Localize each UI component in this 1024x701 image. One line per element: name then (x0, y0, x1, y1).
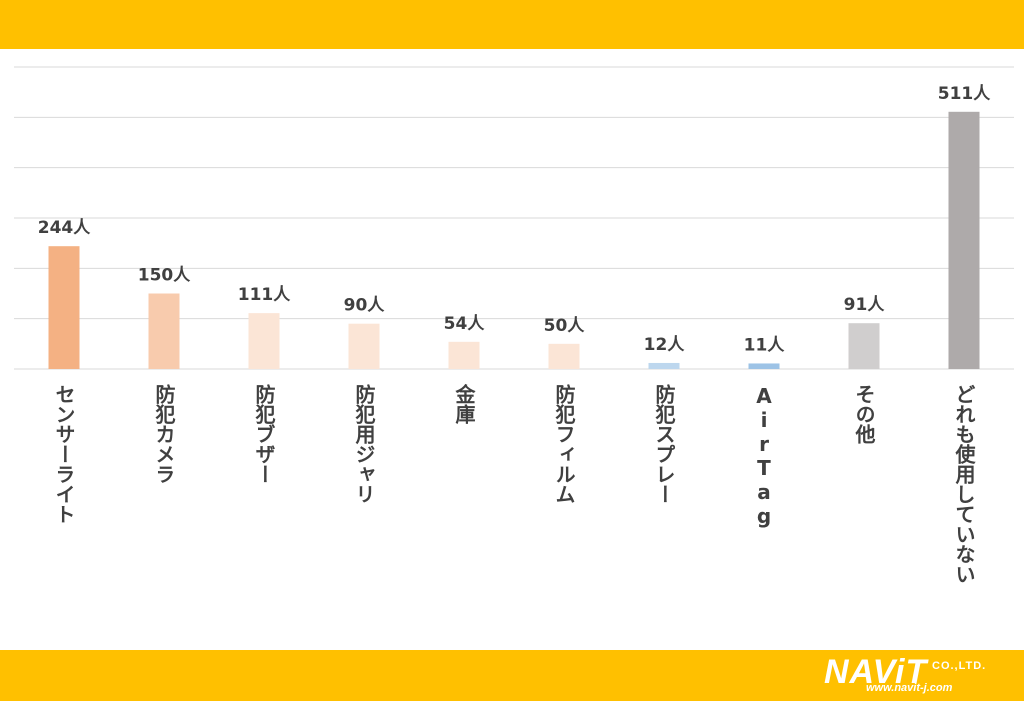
data-label: 91人 (844, 295, 886, 315)
data-label: 111人 (238, 285, 291, 305)
bar (548, 343, 580, 369)
bar (648, 362, 680, 369)
top-banner (0, 0, 1024, 49)
category-label: 金庫 (452, 383, 476, 425)
data-label: 12人 (644, 335, 686, 355)
bar (448, 341, 480, 369)
data-label: 90人 (344, 296, 386, 316)
bar (148, 293, 180, 369)
navit-logo: NAViT CO.,LTD. www.navit-j.com (824, 653, 1014, 697)
bars (48, 111, 980, 370)
logo-name: NAViT (824, 653, 928, 691)
data-label: 150人 (138, 266, 191, 286)
category-label: 防犯フィルム (552, 383, 576, 504)
category-label: その他 (852, 384, 876, 444)
bar (848, 323, 880, 369)
category-label: 防犯用ジャリ (352, 383, 376, 504)
data-labels: 244人 150人 111人 90人 54人 50人 12人 11人 91人 511人 (38, 84, 991, 356)
logo-suffix: CO.,LTD. (932, 660, 987, 672)
gridlines (14, 66, 1014, 370)
category-label: 防犯スプレー (652, 383, 676, 504)
logo-url: www.navit-j.com (866, 682, 953, 694)
data-label: 511人 (938, 84, 991, 104)
bar (348, 323, 380, 369)
data-label: 54人 (444, 314, 486, 334)
category-labels: センサーライト 防犯カメラ 防犯ブザー 防犯用ジャリ 金庫 防犯フィルム 防犯スプレー Air… (52, 383, 976, 584)
category-label: 防犯カメラ (152, 383, 176, 484)
category-label: 防犯ブザー (252, 383, 276, 484)
bar (948, 111, 980, 370)
category-label: センサーライト (52, 384, 76, 524)
data-label: 244人 (38, 218, 91, 238)
bar (748, 363, 780, 369)
category-label: どれも使用していない (952, 384, 976, 584)
data-label: 11人 (744, 335, 786, 355)
bottom-banner (0, 650, 1024, 701)
data-label: 50人 (544, 316, 586, 336)
bar (48, 246, 80, 369)
bar (248, 313, 280, 369)
category-label: AirTag (752, 384, 776, 528)
